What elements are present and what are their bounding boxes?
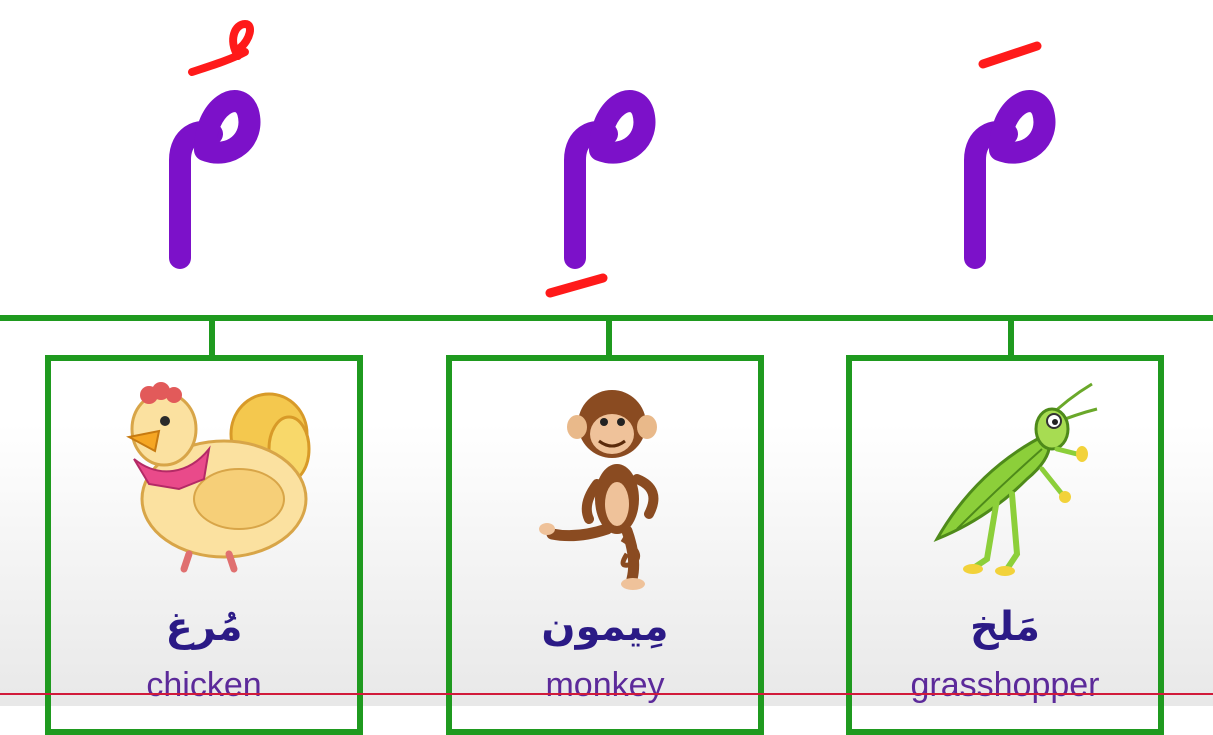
chicken-icon — [126, 382, 311, 573]
baseline-red-line — [0, 693, 1213, 695]
word-english-grasshopper: grasshopper — [910, 666, 1100, 704]
letter-meem-fatha — [964, 41, 1056, 269]
word-english-monkey: monkey — [545, 666, 665, 704]
word-english-chicken: chicken — [146, 666, 262, 704]
card-grasshopper: مَلخ grasshopper — [846, 355, 1164, 735]
monkey-icon — [539, 390, 659, 590]
tree-branch-3 — [1008, 318, 1014, 358]
word-arabic-grasshopper: مَلخ — [970, 604, 1040, 650]
word-arabic-chicken: مُرغ — [165, 604, 243, 650]
card-monkey: مِیمون monkey — [446, 355, 764, 735]
letter-meem-damma — [169, 19, 261, 269]
grasshopper-icon — [933, 382, 1098, 576]
tree-branch-2 — [606, 318, 612, 358]
word-arabic-monkey: مِیمون — [541, 604, 669, 650]
card-chicken: مُرغ chicken — [45, 355, 363, 735]
letter-meem-kasra — [545, 90, 656, 298]
tree-branch-1 — [209, 318, 215, 358]
